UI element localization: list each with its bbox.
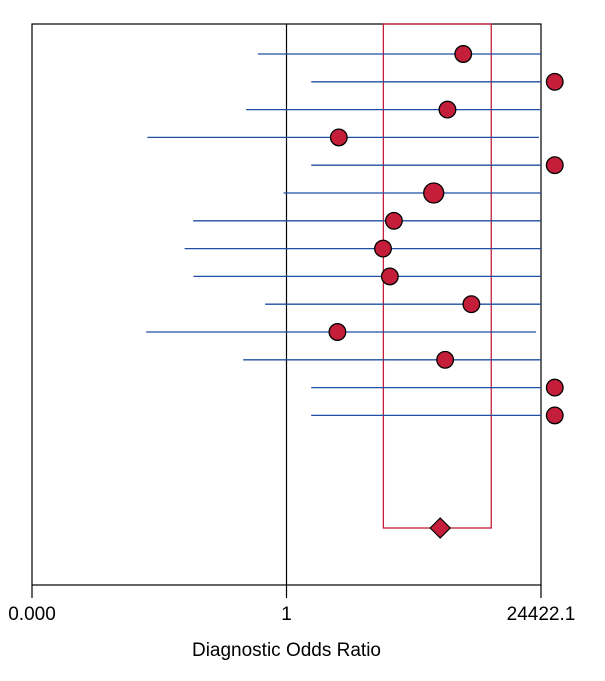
x-tick-label-left: 0.000 (8, 604, 56, 625)
study-point (545, 72, 564, 91)
study-point (329, 128, 348, 147)
study-point (545, 156, 564, 175)
study-ci-lines (146, 53, 541, 417)
x-axis: 0.000 1 24422.1 Diagnostic Odds Ratio (8, 585, 575, 661)
study-point (438, 100, 457, 119)
study-point (374, 239, 392, 258)
study-point (462, 295, 481, 314)
x-tick-label-right: 24422.1 (507, 604, 576, 625)
study-point (436, 350, 455, 369)
study-point (545, 378, 564, 397)
pooled-diamond (429, 517, 452, 539)
study-point (423, 182, 445, 204)
pooled-diamond-group (429, 517, 452, 539)
x-axis-title: Diagnostic Odds Ratio (192, 640, 381, 661)
study-point (328, 323, 347, 341)
study-point (545, 406, 564, 425)
x-tick-label-center: 1 (281, 604, 292, 625)
study-markers (328, 45, 564, 425)
study-point (384, 211, 403, 230)
study-point (380, 267, 399, 286)
study-point (454, 45, 473, 63)
